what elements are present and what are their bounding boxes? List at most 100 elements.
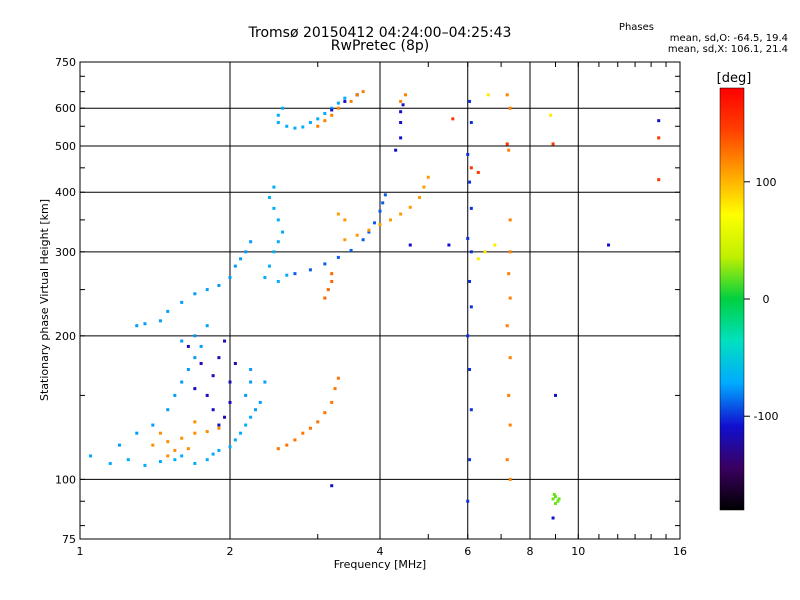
- data-point: [551, 142, 555, 146]
- data-point: [126, 458, 130, 462]
- data-point: [355, 233, 359, 237]
- data-point: [508, 250, 512, 254]
- data-point: [657, 119, 661, 123]
- data-point: [508, 218, 512, 222]
- data-point: [158, 319, 162, 323]
- data-point: [276, 121, 280, 125]
- y-tick-label: 400: [55, 186, 76, 199]
- data-point: [493, 243, 497, 247]
- data-point: [180, 454, 184, 458]
- data-point: [186, 344, 190, 348]
- data-point: [505, 93, 509, 97]
- data-point: [258, 400, 262, 404]
- data-point: [417, 195, 421, 199]
- data-point: [426, 175, 430, 179]
- data-point: [468, 279, 472, 283]
- x-tick-label: 10: [571, 545, 585, 558]
- x-tick-label: 4: [377, 545, 384, 558]
- data-point: [267, 195, 271, 199]
- data-point: [336, 212, 340, 216]
- data-point: [253, 408, 257, 412]
- x-tick-label: 2: [227, 545, 234, 558]
- data-point: [108, 461, 112, 465]
- data-point: [199, 361, 203, 365]
- phases-o-mode-stats: mean, sd,O: -64.5, 19.4: [669, 33, 788, 44]
- data-point: [249, 240, 253, 244]
- data-point: [343, 218, 347, 222]
- data-point: [228, 276, 232, 280]
- data-point: [308, 426, 312, 430]
- grid-lines: [80, 62, 680, 539]
- data-point: [469, 206, 473, 210]
- data-point: [193, 461, 197, 465]
- x-tick-label: 16: [673, 545, 687, 558]
- y-tick-label: 750: [55, 56, 76, 69]
- y-axis-label: Stationary phase Virtual Height [km]: [38, 199, 51, 401]
- y-tick-label: 100: [55, 473, 76, 486]
- data-point: [505, 142, 509, 146]
- data-point: [552, 492, 556, 496]
- data-point: [186, 367, 190, 371]
- data-point: [361, 238, 365, 242]
- data-point: [272, 206, 276, 210]
- data-point: [135, 324, 139, 328]
- data-point: [293, 126, 297, 130]
- data-point: [507, 393, 511, 397]
- colorbar-bracket-left: [: [717, 71, 722, 86]
- data-point: [180, 339, 184, 343]
- data-point: [343, 96, 347, 100]
- data-point: [657, 178, 661, 182]
- data-point: [336, 101, 340, 105]
- data-point: [507, 148, 511, 152]
- data-point: [205, 430, 209, 434]
- data-point: [180, 436, 184, 440]
- x-tick-label: 8: [527, 545, 534, 558]
- data-point: [205, 288, 209, 292]
- data-point: [285, 443, 289, 447]
- data-point: [336, 106, 340, 110]
- data-point: [330, 272, 334, 276]
- data-point: [557, 497, 561, 501]
- data-point: [468, 367, 472, 371]
- data-point: [217, 426, 221, 430]
- data-point: [330, 113, 334, 117]
- data-point: [193, 420, 197, 424]
- data-point: [367, 228, 371, 232]
- data-point: [151, 443, 155, 447]
- data-point: [343, 238, 347, 242]
- data-point: [233, 361, 237, 365]
- data-point: [217, 448, 221, 452]
- data-point: [158, 460, 162, 464]
- y-tick-label: 75: [62, 533, 76, 546]
- data-point: [217, 423, 221, 427]
- data-point: [505, 324, 509, 328]
- data-point: [239, 257, 243, 261]
- data-point: [285, 124, 289, 128]
- data-point: [349, 99, 353, 103]
- phases-x-mode-stats: mean, sd,X: 106.1, 21.4: [667, 44, 788, 55]
- data-point: [394, 148, 398, 152]
- data-point: [408, 205, 412, 209]
- data-point: [267, 264, 271, 268]
- y-tick-label: 200: [55, 330, 76, 343]
- y-tick-label: 500: [55, 140, 76, 153]
- data-point: [166, 309, 170, 313]
- data-point: [199, 344, 203, 348]
- colorbar-label: [deg]: [717, 71, 752, 86]
- colorbar-unit: deg: [722, 71, 747, 86]
- data-point: [211, 374, 215, 378]
- data-point: [223, 339, 227, 343]
- data-point: [422, 185, 426, 189]
- data-point: [401, 103, 405, 107]
- data-point: [355, 93, 359, 97]
- data-point: [272, 250, 276, 254]
- data-point: [508, 356, 512, 360]
- data-point: [399, 212, 403, 216]
- data-point: [249, 380, 253, 384]
- data-point: [233, 438, 237, 442]
- axis-ticks: [79, 61, 681, 540]
- data-point: [466, 236, 470, 240]
- data-point: [263, 380, 267, 384]
- data-point: [244, 250, 248, 254]
- data-point: [451, 117, 455, 121]
